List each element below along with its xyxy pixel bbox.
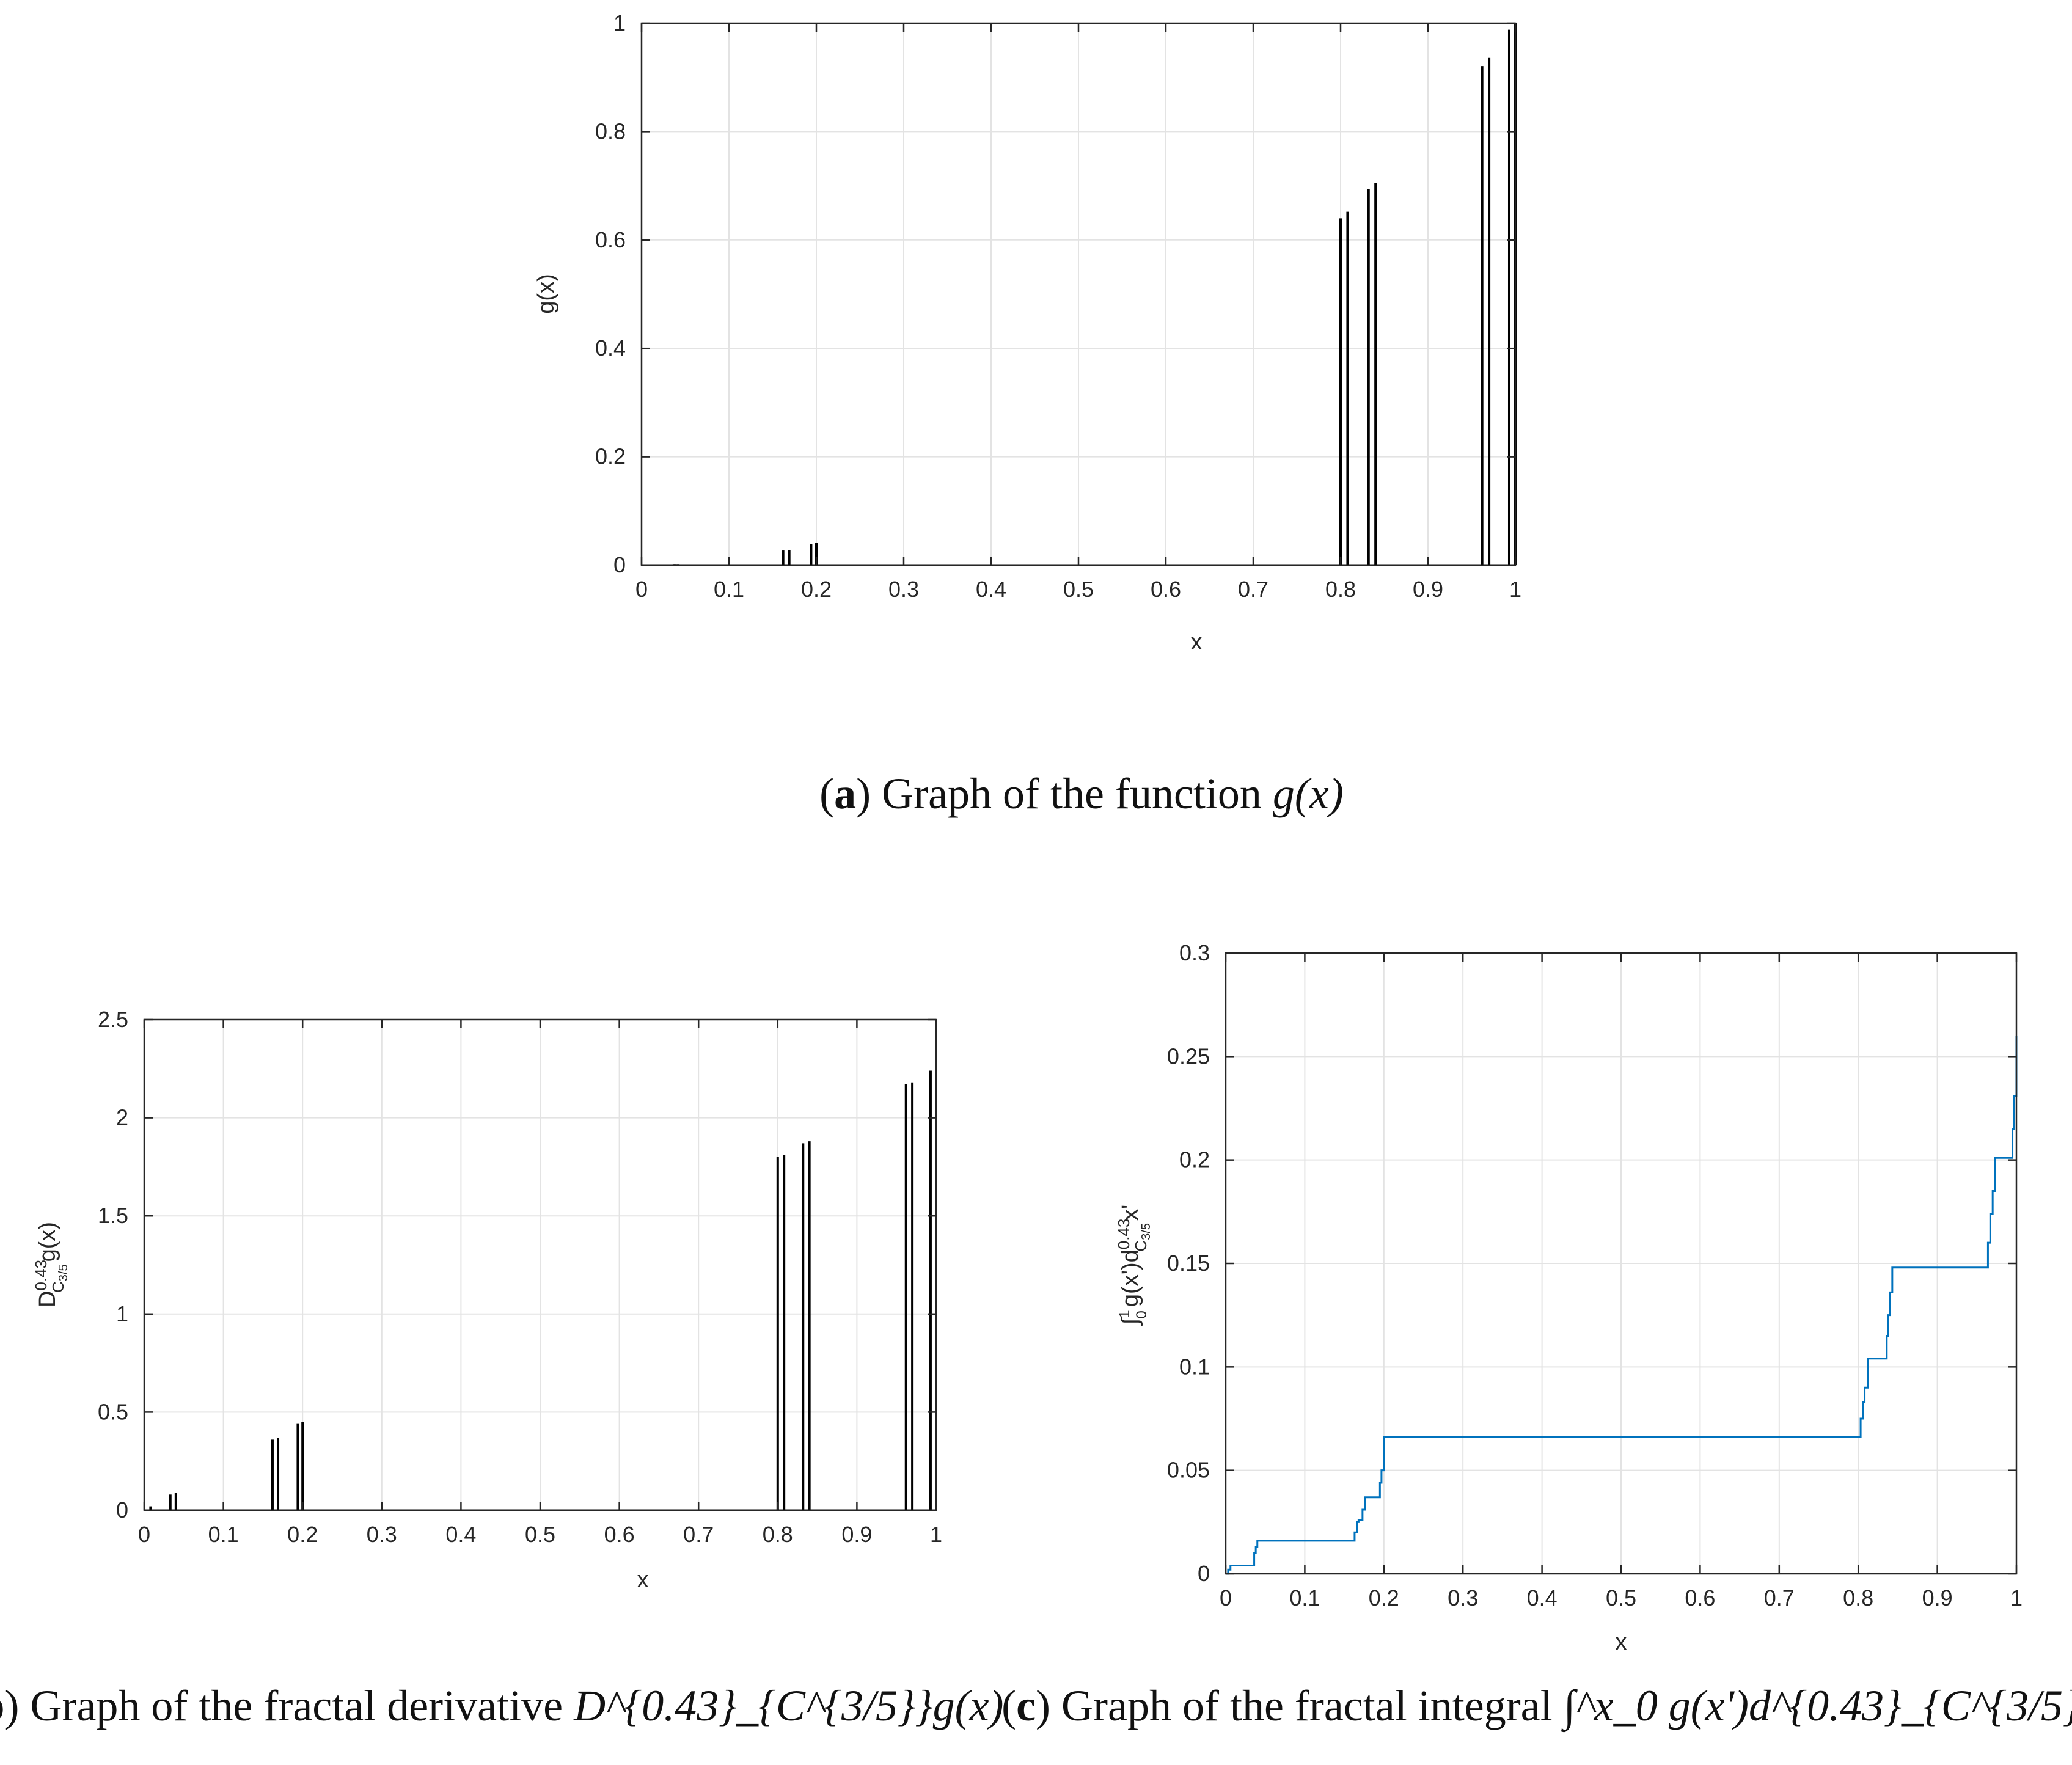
x-tick-label: 1 bbox=[1509, 577, 1521, 602]
integral-step-line bbox=[1226, 1036, 2018, 1575]
x-tick-label: 0.1 bbox=[714, 577, 744, 602]
x-tick-label: 0.7 bbox=[1238, 577, 1268, 602]
panel-a-caption-letter: a bbox=[834, 769, 856, 818]
x-tick-label: 1 bbox=[930, 1522, 942, 1547]
y-tick-label: 0.3 bbox=[1179, 940, 1210, 965]
y-tick-label: 0 bbox=[116, 1497, 128, 1522]
x-tick-label: 0.1 bbox=[208, 1522, 239, 1547]
x-tick-label: 0.5 bbox=[525, 1522, 555, 1547]
panel-c-caption-math: ∫^x_0 g(x')d^{0.43}_{C^{3/5}}x' bbox=[1561, 1681, 2072, 1733]
x-tick-label: 0.2 bbox=[287, 1522, 318, 1547]
panel-c-ticks: 0 0.1 0.2 0.3 0.4 0.5 0.6 0.7 0.8 0.9 1 0 0.05 0.1 0.1… bbox=[1167, 940, 2023, 1610]
x-tick-label: 0.5 bbox=[1063, 577, 1094, 602]
panel-a-ticks: 0 0.1 0.2 0.3 0.4 0.5 0.6 0.7 0.8 0.9 1 0 0.2 0.4 0.6 0… bbox=[595, 10, 1521, 602]
y-tick-label: 0.2 bbox=[595, 444, 626, 469]
y-tick-label: 2 bbox=[116, 1105, 128, 1130]
y-tick-label: 0.4 bbox=[595, 335, 626, 360]
panel-b-caption-math: D^{0.43}_{C^{3/5}}g(x) bbox=[573, 1681, 1003, 1730]
x-tick-label: 0.8 bbox=[1843, 1585, 1873, 1610]
panel-b-caption-letter: b bbox=[0, 1681, 5, 1730]
panel-c: 0 0.1 0.2 0.3 0.4 0.5 0.6 0.7 0.8 0.9 1 0 0.05 0.1 0.1… bbox=[1001, 940, 2072, 1733]
panel-b: 0 0.1 0.2 0.3 0.4 0.5 0.6 0.7 0.8 0.9 1 0 0.5 1 1.5 2 2.… bbox=[0, 1007, 1004, 1730]
y-tick-label: 0.25 bbox=[1167, 1043, 1210, 1069]
x-tick-label: 0.9 bbox=[841, 1522, 872, 1547]
panel-c-caption-text: Graph of the fractal integral bbox=[1061, 1681, 1553, 1730]
x-tick-label: 0 bbox=[1220, 1585, 1232, 1610]
x-tick-label: 0.6 bbox=[604, 1522, 635, 1547]
x-tick-label: 1 bbox=[2010, 1585, 2023, 1610]
x-tick-label: 0.3 bbox=[1448, 1585, 1478, 1610]
x-tick-label: 0.9 bbox=[1413, 577, 1443, 602]
panel-a-caption: (a) Graph of the function g(x) bbox=[819, 769, 1344, 818]
x-tick-label: 0.3 bbox=[888, 577, 919, 602]
y-tick-label: 0.05 bbox=[1167, 1458, 1210, 1483]
x-tick-label: 0.5 bbox=[1606, 1585, 1636, 1610]
x-tick-label: 0.6 bbox=[1685, 1585, 1715, 1610]
y-tick-label: 0.6 bbox=[595, 227, 626, 252]
y-tick-label: 1 bbox=[116, 1301, 128, 1326]
x-tick-label: 0.8 bbox=[1325, 577, 1356, 602]
panel-c-x-axis-label: x bbox=[1616, 1629, 1627, 1655]
y-tick-label: 0 bbox=[1198, 1561, 1210, 1586]
panel-c-caption: (c) Graph of the fractal integral ∫^x_0 … bbox=[1001, 1681, 2072, 1733]
y-tick-label: 2.5 bbox=[98, 1007, 128, 1032]
x-tick-label: 0.7 bbox=[1764, 1585, 1795, 1610]
panel-a-grid bbox=[642, 23, 1515, 565]
y-tick-label: 1.5 bbox=[98, 1203, 128, 1228]
x-tick-label: 0.3 bbox=[367, 1522, 397, 1547]
panel-c-data bbox=[1226, 1036, 2018, 1575]
x-tick-label: 0.7 bbox=[683, 1522, 714, 1547]
panel-b-caption: (b) Graph of the fractal derivative D^{0… bbox=[0, 1681, 1004, 1730]
panel-a-x-axis-label: x bbox=[1191, 629, 1203, 655]
y-tick-label: 0.1 bbox=[1179, 1354, 1210, 1379]
panel-b-y-axis-label: D0.43C3/5g(x) bbox=[32, 1222, 70, 1307]
y-tick-label: 0.5 bbox=[98, 1399, 128, 1424]
y-tick-label: 0.15 bbox=[1167, 1251, 1210, 1276]
panel-a: 0 0.1 0.2 0.3 0.4 0.5 0.6 0.7 0.8 0.9 1 0 0.2 0.4 0.6 0… bbox=[533, 10, 1521, 818]
panel-c-caption-letter: c bbox=[1016, 1681, 1036, 1730]
x-tick-label: 0.4 bbox=[445, 1522, 476, 1547]
panel-c-y-axis-label: ∫10g(x')d0.43C3/5x' bbox=[1115, 1205, 1153, 1326]
x-tick-label: 0.1 bbox=[1289, 1585, 1320, 1610]
panel-b-ticks: 0 0.1 0.2 0.3 0.4 0.5 0.6 0.7 0.8 0.9 1 0 0.5 1 1.5 2 2.… bbox=[98, 1007, 942, 1547]
y-tick-label: 1 bbox=[613, 10, 626, 35]
panel-a-caption-text: Graph of the function bbox=[882, 769, 1262, 818]
x-tick-label: 0.4 bbox=[976, 577, 1006, 602]
y-tick-label: 0 bbox=[613, 552, 626, 577]
y-tick-label: 0.8 bbox=[595, 119, 626, 144]
panel-b-x-axis-label: x bbox=[637, 1567, 649, 1593]
x-tick-label: 0.2 bbox=[1369, 1585, 1399, 1610]
x-tick-label: 0.9 bbox=[1922, 1585, 1953, 1610]
panel-b-grid bbox=[144, 1020, 936, 1510]
x-tick-label: 0.8 bbox=[763, 1522, 793, 1547]
panel-c-grid bbox=[1226, 953, 2016, 1574]
x-tick-label: 0.6 bbox=[1151, 577, 1181, 602]
x-tick-label: 0.2 bbox=[801, 577, 832, 602]
panel-a-caption-math: g(x) bbox=[1273, 769, 1344, 818]
x-tick-label: 0 bbox=[635, 577, 648, 602]
panel-b-caption-text: Graph of the fractal derivative bbox=[31, 1681, 563, 1730]
panel-a-y-axis-label: g(x) bbox=[533, 274, 559, 313]
x-tick-label: 0.4 bbox=[1527, 1585, 1558, 1610]
x-tick-label: 0 bbox=[138, 1522, 150, 1547]
y-tick-label: 0.2 bbox=[1179, 1147, 1210, 1172]
